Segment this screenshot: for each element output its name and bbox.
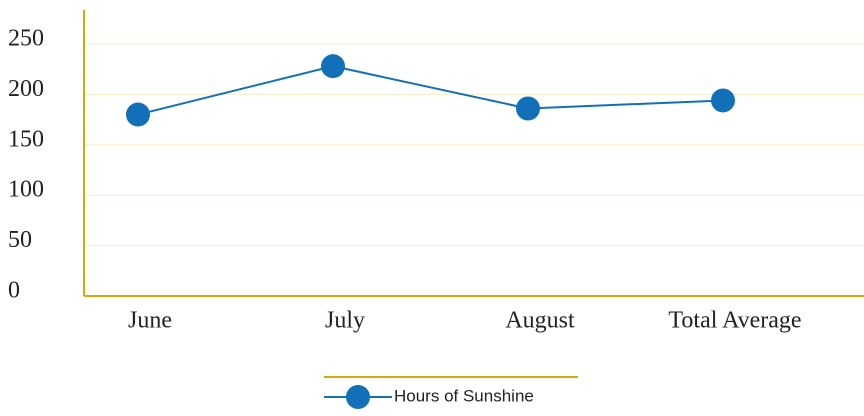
x-tick-label: June (128, 308, 172, 334)
point (126, 102, 150, 127)
x-tick-label: Total Average (668, 308, 801, 334)
y-tick-label: 100 (8, 177, 44, 203)
y-tick-label: 150 (8, 126, 44, 152)
point (321, 54, 345, 79)
line (137, 65, 724, 116)
legend-marker (346, 385, 370, 409)
point (516, 96, 540, 121)
x-tick-label: July (325, 308, 365, 334)
point (711, 88, 735, 113)
y-tick-label: 0 (8, 278, 20, 304)
legend-label: Hours of Sunshine (394, 386, 534, 405)
y-tick-label: 250 (8, 26, 44, 52)
y-tick-label: 200 (8, 76, 44, 102)
x-tick-label: August (505, 308, 575, 334)
y-tick-label: 50 (8, 227, 32, 253)
